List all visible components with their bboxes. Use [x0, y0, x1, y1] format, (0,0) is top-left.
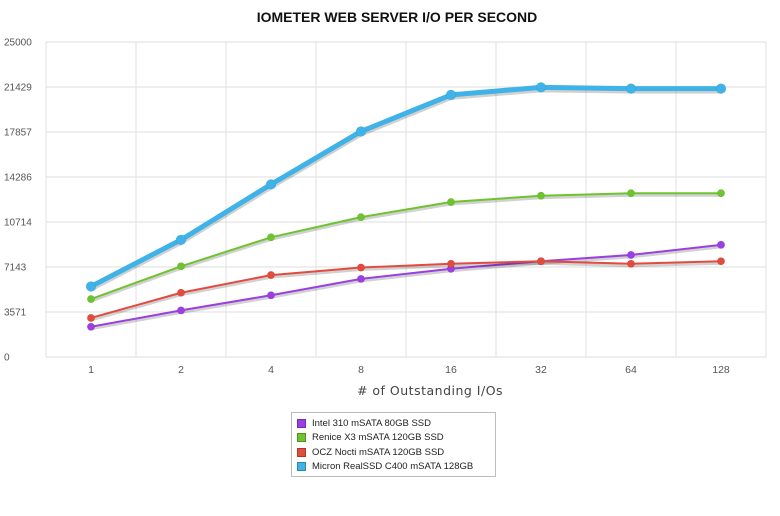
data-point	[535, 82, 547, 93]
data-point	[626, 259, 636, 268]
legend-label: Renice X3 mSATA 120GB SSD	[312, 432, 444, 444]
data-point	[625, 83, 637, 94]
series-line-shadow	[89, 245, 723, 331]
data-point	[266, 233, 276, 242]
data-point	[356, 274, 366, 283]
legend-item: OCZ Nocti mSATA 120GB SSD	[292, 445, 495, 460]
series-group	[85, 82, 727, 331]
data-point	[356, 263, 366, 272]
x-tick-label: 32	[535, 364, 547, 376]
series-2	[86, 189, 726, 304]
series-line	[90, 243, 722, 328]
x-tick-labels: 1 2 4 8 16 32 64 128	[88, 364, 730, 376]
x-tick-label: 128	[712, 364, 730, 376]
x-tick-label: 16	[445, 364, 457, 376]
legend-swatch	[297, 462, 306, 472]
series-3	[86, 257, 726, 322]
data-point	[86, 294, 96, 304]
chart-title: IOMETER WEB SERVER I/O PER SECOND	[257, 9, 538, 25]
data-point	[715, 83, 727, 94]
data-point	[176, 306, 186, 315]
legend-item: Micron RealSSD C400 mSATA 128GB	[292, 460, 495, 475]
x-tick-label: 1	[88, 364, 94, 376]
data-point	[265, 179, 277, 190]
grid	[45, 41, 767, 358]
data-point	[86, 322, 96, 331]
legend-item: Renice X3 mSATA 120GB SSD	[292, 431, 495, 446]
legend-swatch	[297, 447, 306, 457]
y-tick-label: 14286	[4, 172, 32, 183]
data-point	[266, 271, 276, 280]
y-tick-label: 21429	[4, 82, 32, 93]
legend-label: OCZ Nocti mSATA 120GB SSD	[312, 446, 445, 458]
legend-label: Intel 310 mSATA 80GB SSD	[312, 417, 431, 429]
legend-swatch	[297, 418, 306, 428]
data-point	[536, 257, 546, 266]
data-point	[536, 191, 546, 200]
y-tick-label: 25000	[4, 38, 32, 49]
y-tick-label: 17857	[4, 128, 32, 139]
data-point	[626, 250, 636, 259]
series-line	[90, 192, 722, 301]
data-point	[176, 262, 186, 271]
legend-swatch	[297, 433, 306, 443]
data-point	[266, 291, 276, 300]
y-tick-label: 0	[4, 353, 10, 364]
x-tick-label: 8	[358, 364, 364, 376]
series-line	[88, 84, 724, 289]
series-line	[90, 260, 722, 319]
series-4	[85, 82, 727, 292]
data-point	[446, 197, 456, 207]
data-point	[176, 288, 186, 297]
x-tick-label: 2	[178, 364, 184, 376]
series-line-shadow	[89, 193, 723, 303]
data-point	[716, 189, 726, 198]
legend: Intel 310 mSATA 80GB SSD Renice X3 mSATA …	[291, 412, 496, 477]
legend-item: Intel 310 mSATA 80GB SSD	[292, 416, 495, 431]
series-1	[86, 240, 726, 331]
data-point	[446, 259, 456, 268]
x-axis-label: # of Outstanding I/Os	[357, 383, 503, 398]
y-tick-label: 10714	[4, 218, 32, 229]
x-tick-label: 4	[268, 364, 274, 376]
y-tick-label: 7143	[4, 262, 27, 273]
y-tick-label: 3571	[4, 308, 27, 319]
x-tick-label: 64	[625, 364, 637, 376]
data-point	[85, 281, 97, 292]
data-point	[445, 89, 457, 101]
data-point	[355, 126, 367, 137]
data-point	[716, 240, 726, 249]
data-point	[626, 189, 636, 198]
legend-label: Micron RealSSD C400 mSATA 128GB	[312, 461, 474, 473]
data-point	[175, 234, 187, 246]
data-point	[356, 213, 366, 222]
data-point	[716, 257, 726, 266]
series-line-shadow	[89, 261, 723, 322]
data-point	[86, 313, 96, 322]
y-tick-labels: 0 3571 7143 10714 14286 17857 21429 25000	[4, 38, 32, 364]
